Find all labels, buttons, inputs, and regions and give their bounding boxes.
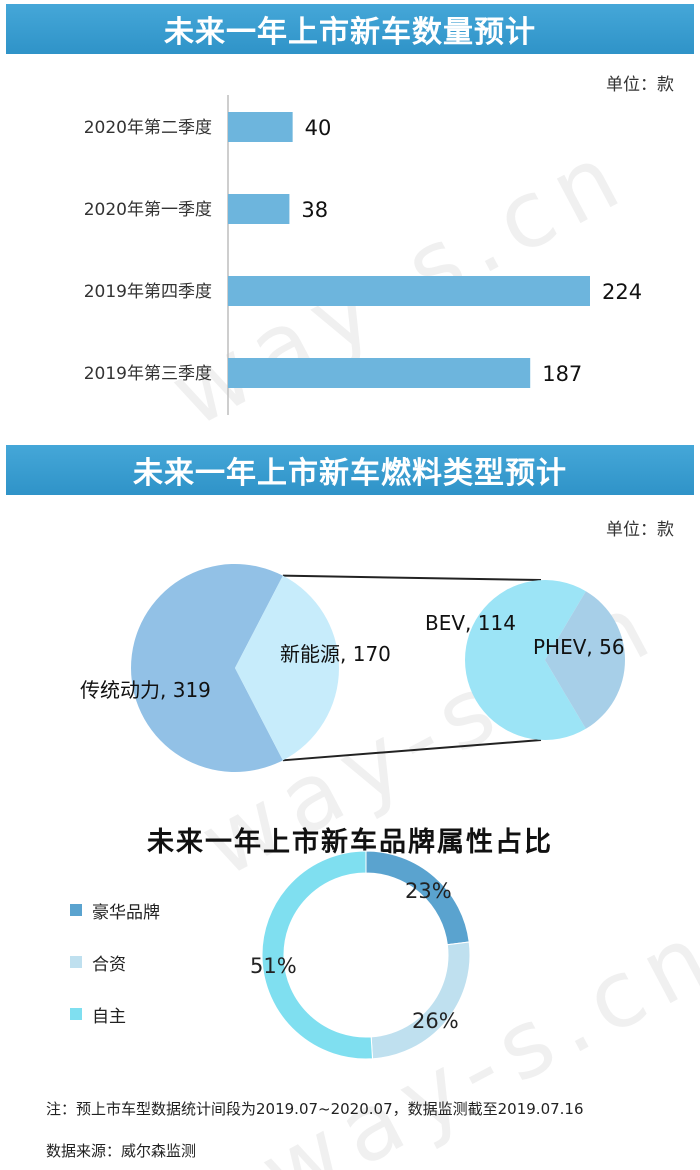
data-source: 数据来源：威尔森监测 <box>46 1142 197 1160</box>
section-banner-quantity: 未来一年上市新车数量预计 <box>6 4 694 54</box>
unit-label: 单位：款 <box>606 520 674 540</box>
legend-item: 自主 <box>70 1002 270 1027</box>
donut-slice <box>261 850 374 1060</box>
donut-chart: 23% 26% 51% <box>250 850 471 1060</box>
legend-swatch <box>70 956 82 968</box>
category-label: 2019年第四季度 <box>84 282 212 302</box>
donut-percent-label: 26% <box>412 1009 459 1033</box>
category-label: 2019年第三季度 <box>84 364 212 384</box>
legend-label: 合资 <box>92 954 126 975</box>
pie-slice-traditional <box>130 564 283 772</box>
category-label: 2020年第二季度 <box>84 118 212 138</box>
pie-slice-bev <box>465 580 586 740</box>
footnote: 注：预上市车型数据统计间段为2019.07~2020.07，数据监测截至2019… <box>46 1100 584 1118</box>
donut-percent-label: 51% <box>250 954 297 978</box>
pie-slice-phev <box>545 591 626 729</box>
pie-label: 传统动力, 319 <box>80 678 211 702</box>
legend-swatch <box>70 1008 82 1020</box>
legend-label: 豪华品牌 <box>92 902 160 923</box>
section-banner-fuel-type: 未来一年上市新车燃料类型预计 <box>6 445 694 495</box>
pie-label: PHEV, 56 <box>533 635 625 659</box>
legend-item: 合资 <box>70 950 270 975</box>
value-label: 40 <box>305 116 332 140</box>
legend-item: 豪华品牌 <box>70 898 270 923</box>
bar <box>228 112 293 142</box>
legend-label: 自主 <box>92 1006 126 1027</box>
bar <box>228 276 590 306</box>
legend-swatch <box>70 904 82 916</box>
value-label: 38 <box>301 198 328 222</box>
value-label: 187 <box>542 362 582 386</box>
pie-slice-new-energy <box>235 575 339 761</box>
bar <box>228 358 531 388</box>
unit-label: 单位：款 <box>606 75 674 95</box>
donut-percent-label: 23% <box>405 879 452 903</box>
value-label: 224 <box>602 280 642 304</box>
pie-of-pie-chart: 传统动力, 319 新能源, 170 BEV, 114 PHEV, 56 <box>80 564 626 772</box>
donut-slice <box>370 941 471 1060</box>
category-label: 2020年第一季度 <box>84 200 212 220</box>
pie-label: 新能源, 170 <box>280 642 391 666</box>
pie-label: BEV, 114 <box>425 611 516 635</box>
connector-line <box>282 574 542 581</box>
bar-chart: 2020年第二季度 40 2020年第一季度 38 2019年第四季度 224 2019年第… <box>84 95 642 415</box>
connector-line <box>282 739 542 762</box>
bar <box>228 194 290 224</box>
